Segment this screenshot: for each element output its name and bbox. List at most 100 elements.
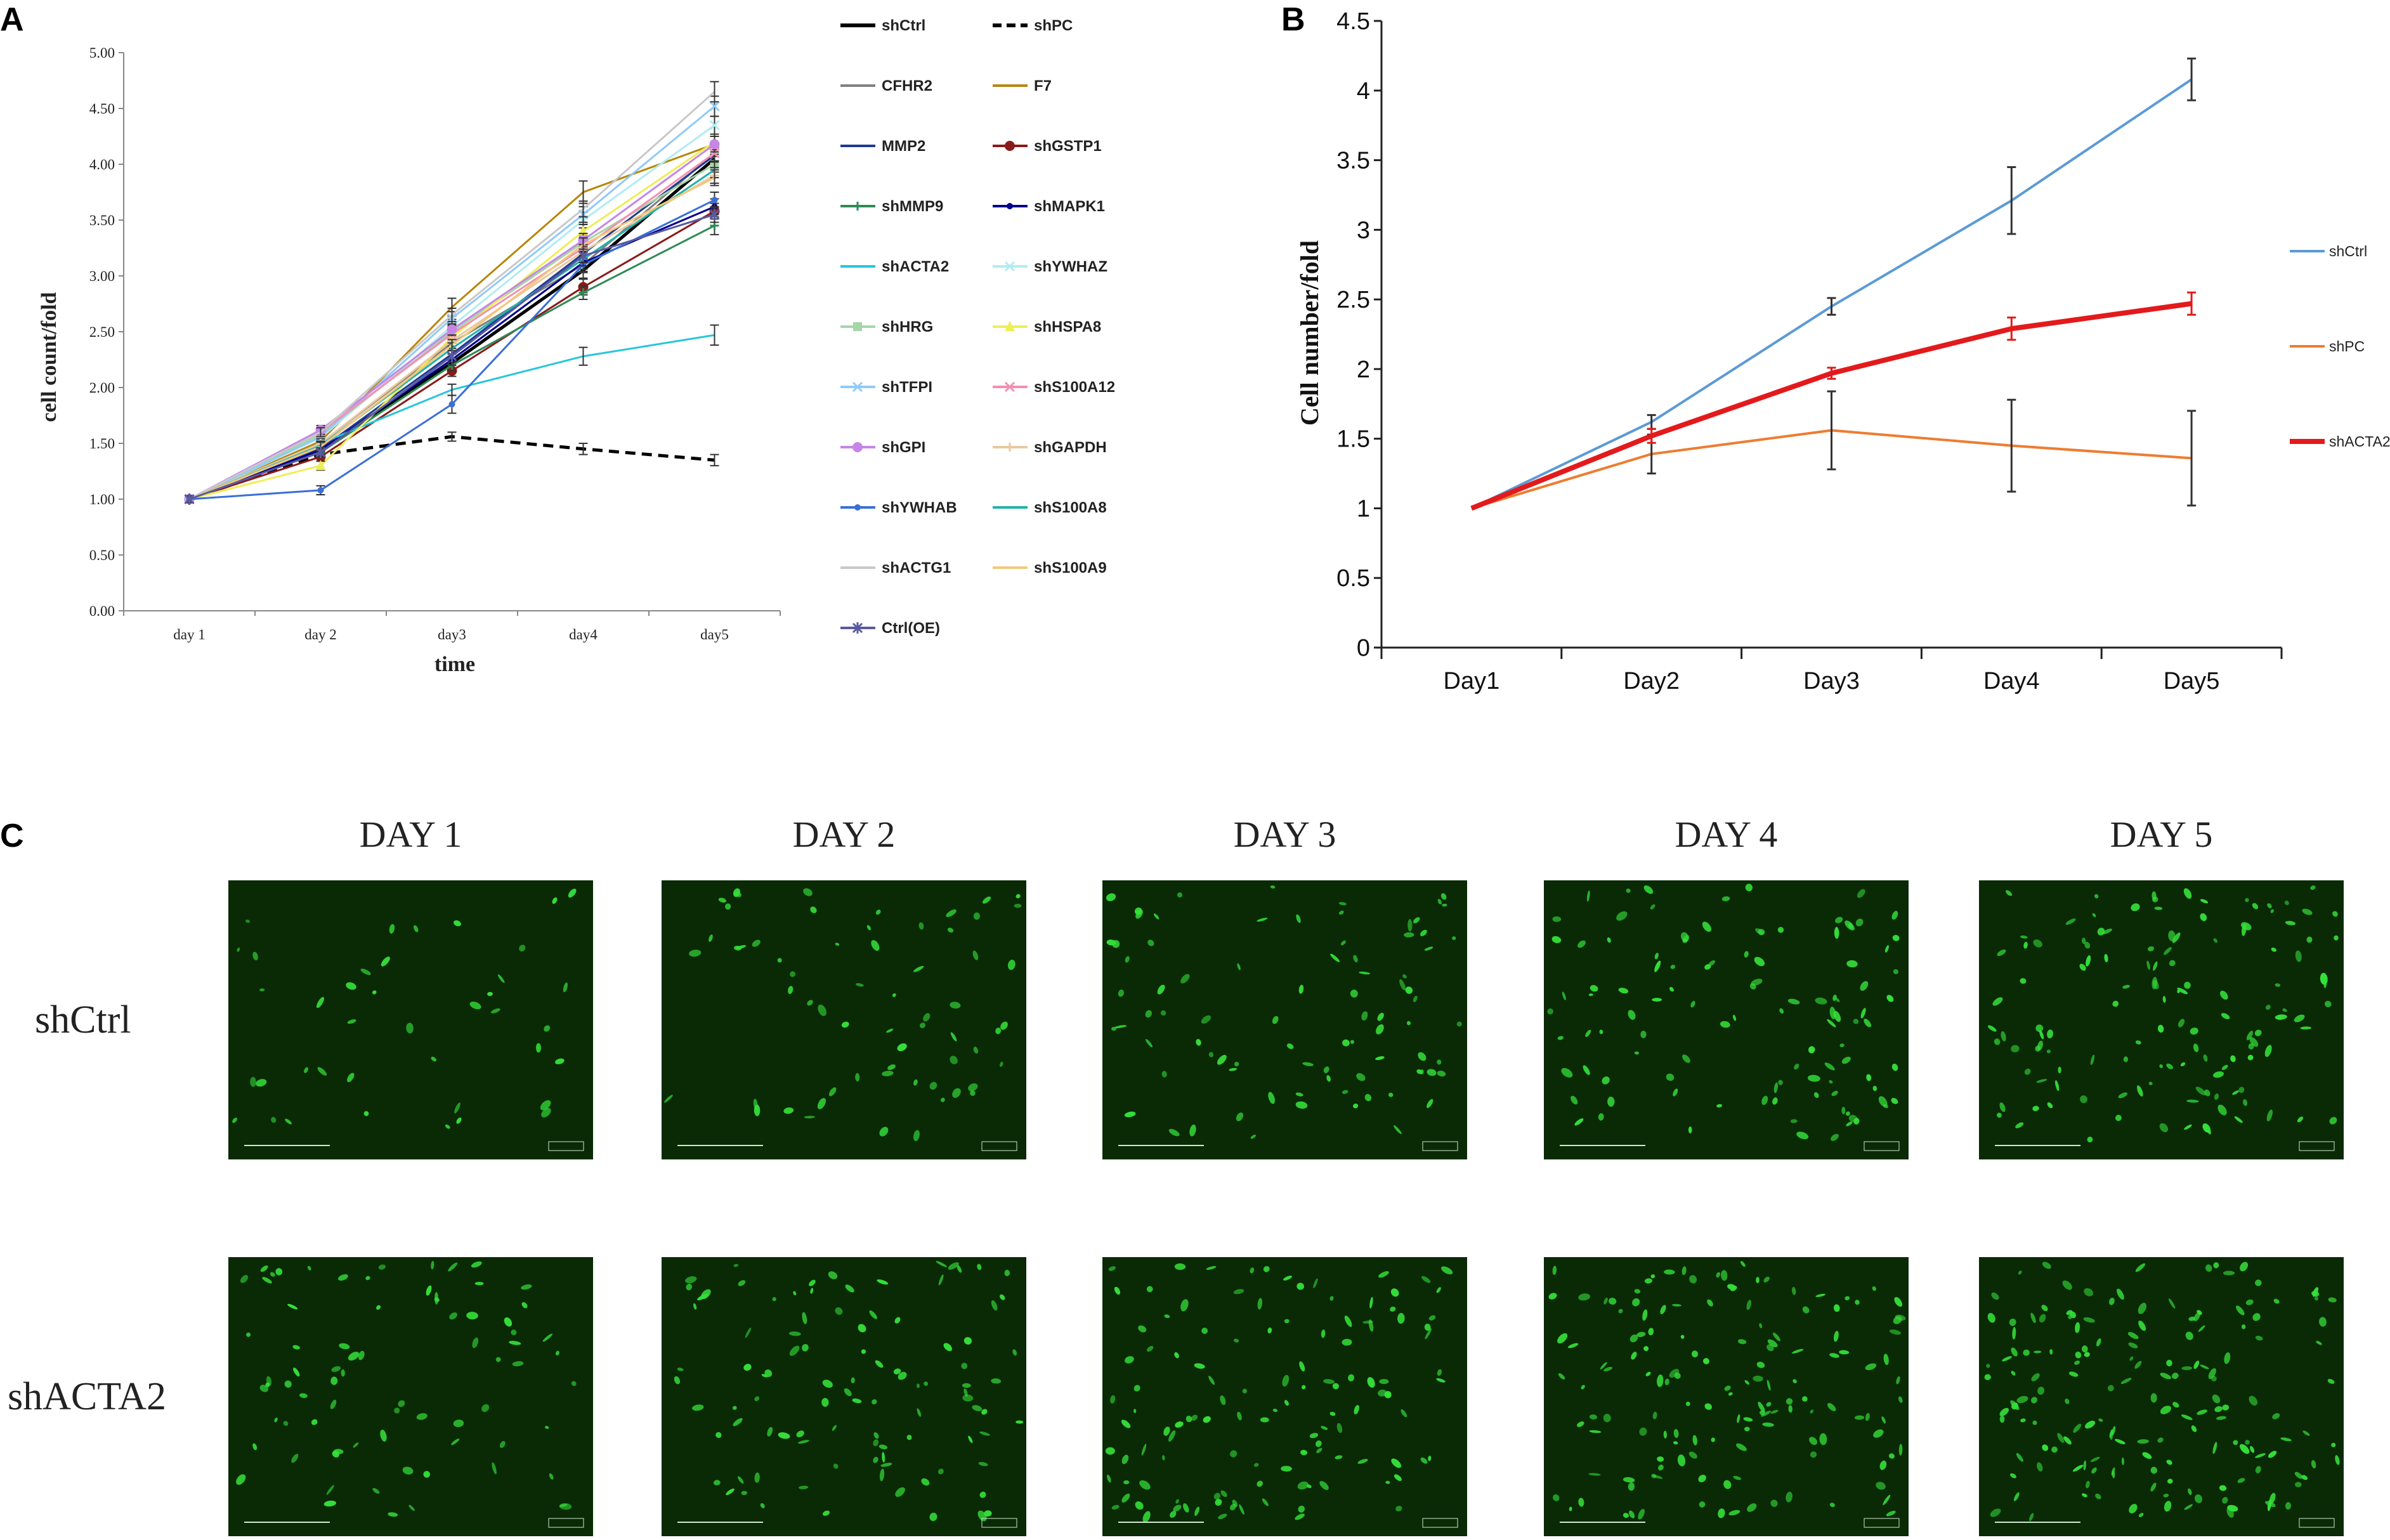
chart-b-ytick-label: 4 bbox=[1357, 78, 1370, 105]
chart-a-legend-label: shACTA2 bbox=[882, 258, 949, 275]
fluorescent-cell bbox=[1262, 1498, 1269, 1506]
fluorescent-cell bbox=[535, 1043, 542, 1053]
fluorescent-cell bbox=[1839, 1350, 1850, 1355]
fluorescent-cell bbox=[372, 1487, 380, 1494]
fluorescent-cell bbox=[2335, 1455, 2340, 1465]
fluorescent-cell bbox=[287, 1303, 298, 1310]
fluorescent-cell bbox=[674, 1376, 681, 1385]
chart-a-legend-label: shS100A8 bbox=[1034, 499, 1107, 516]
chart-a-legend-marker bbox=[852, 442, 863, 452]
fluorescent-cell bbox=[1201, 1328, 1208, 1334]
fluorescent-cell bbox=[2030, 1312, 2036, 1323]
fluorescent-cell bbox=[1121, 1454, 1129, 1465]
fluorescent-cell bbox=[1628, 1010, 1636, 1020]
fluorescent-cell bbox=[1367, 1377, 1375, 1388]
fluorescent-cell bbox=[2163, 947, 2172, 955]
fluorescent-cell bbox=[237, 947, 240, 952]
fluorescent-cell bbox=[2013, 1492, 2020, 1501]
fluorescent-cell bbox=[2057, 1433, 2065, 1443]
fluorescent-cell bbox=[1163, 1426, 1170, 1436]
fluorescent-cell bbox=[2181, 1414, 2193, 1420]
fluorescent-cell bbox=[2129, 1356, 2134, 1361]
fluorescent-cell bbox=[2016, 1452, 2023, 1462]
fluorescent-cell bbox=[833, 1463, 839, 1469]
fluorescent-cell bbox=[1815, 997, 1827, 1005]
fluorescent-cell bbox=[1177, 892, 1183, 898]
chart-b-xtick-label: Day2 bbox=[1623, 668, 1680, 695]
fluorescent-cell bbox=[2183, 888, 2192, 899]
fluorescent-cell bbox=[1162, 1455, 1165, 1461]
fluorescent-cell bbox=[738, 1280, 746, 1286]
chart-b-ytick-label: 3.5 bbox=[1336, 148, 1370, 174]
fluorescent-cell bbox=[1790, 1119, 1798, 1123]
fluorescent-cell bbox=[1340, 940, 1346, 946]
fluorescent-cell bbox=[549, 1473, 554, 1480]
fluorescent-cell bbox=[1654, 953, 1659, 960]
fluorescent-cell bbox=[726, 1488, 735, 1496]
fluorescent-cell bbox=[1772, 1097, 1778, 1105]
fluorescent-cell bbox=[882, 1071, 894, 1076]
fluorescent-cell bbox=[2306, 936, 2313, 943]
chart-a-xtick-label: day4 bbox=[569, 627, 598, 643]
fluorescent-cell bbox=[1170, 1511, 1177, 1518]
fluorescent-cell bbox=[2129, 1504, 2138, 1514]
fluorescent-cell bbox=[1704, 964, 1711, 970]
chart-a-errorbar bbox=[710, 454, 719, 467]
fluorescent-cell bbox=[2084, 941, 2091, 949]
fluorescent-cell bbox=[1356, 1073, 1366, 1081]
fluorescent-cell bbox=[962, 1383, 971, 1388]
fluorescent-cell bbox=[1732, 1014, 1737, 1021]
fluorescent-cell bbox=[2267, 903, 2272, 909]
fluorescent-cell bbox=[1855, 918, 1864, 927]
fluorescent-cell bbox=[1377, 1012, 1384, 1021]
fluorescent-cell bbox=[402, 1466, 414, 1475]
fluorescent-cell bbox=[1758, 929, 1765, 936]
fluorescent-cell bbox=[1854, 1415, 1865, 1420]
fluorescent-cell bbox=[875, 910, 881, 915]
fluorescent-cell bbox=[471, 1261, 482, 1268]
panel-c-day-label: DAY 5 bbox=[2110, 814, 2213, 855]
fluorescent-cell bbox=[1599, 1029, 1603, 1034]
fluorescent-cell bbox=[1639, 1427, 1647, 1436]
fluorescent-cell bbox=[1702, 1358, 1709, 1364]
fluorescent-cell bbox=[851, 1377, 855, 1383]
fluorescent-cell bbox=[872, 1399, 877, 1405]
fluorescent-cell bbox=[1111, 1504, 1120, 1510]
fluorescent-cell bbox=[1436, 1287, 1441, 1293]
fluorescent-cell bbox=[2047, 1029, 2053, 1039]
fluorescent-cell bbox=[1829, 1080, 1833, 1084]
fluorescent-cell bbox=[2058, 1066, 2061, 1074]
fluorescent-cell bbox=[920, 1022, 925, 1029]
fluorescent-cell bbox=[1809, 1437, 1818, 1445]
fluorescent-cell bbox=[2223, 1270, 2235, 1276]
fluorescent-cell bbox=[521, 1302, 528, 1308]
fluorescent-cell bbox=[767, 1426, 773, 1437]
fluorescent-cell bbox=[1680, 932, 1689, 943]
fluorescent-cell bbox=[1394, 1125, 1402, 1135]
fluorescent-cell bbox=[274, 1417, 278, 1423]
chart-a-point bbox=[709, 209, 720, 221]
fluorescent-cell bbox=[330, 1399, 337, 1409]
fluorescent-cell bbox=[2234, 1116, 2243, 1123]
fluorescent-cell bbox=[1295, 1513, 1305, 1520]
fluorescent-cell bbox=[1802, 1306, 1810, 1314]
fluorescent-cell bbox=[2090, 1054, 2095, 1066]
fluorescent-cell bbox=[1194, 1506, 1200, 1517]
fluorescent-cell bbox=[970, 1090, 976, 1096]
fluorescent-cell bbox=[1000, 1021, 1008, 1030]
fluorescent-cell bbox=[1650, 904, 1655, 910]
magnification-box bbox=[1864, 1518, 1900, 1528]
fluorescent-cell bbox=[2084, 1352, 2090, 1357]
fluorescent-cell bbox=[1379, 1379, 1389, 1385]
fluorescent-cell bbox=[1607, 1096, 1615, 1107]
chart-b-errorbar bbox=[2007, 316, 2016, 341]
fluorescent-cell bbox=[2153, 961, 2158, 971]
fluorescent-cell bbox=[1263, 1266, 1270, 1272]
fluorescent-cell bbox=[1425, 1328, 1432, 1340]
fluorescent-cell bbox=[929, 1512, 937, 1522]
chart-a-legend-marker bbox=[854, 504, 861, 511]
fluorescent-cell bbox=[1399, 979, 1406, 991]
fluorescent-cell bbox=[877, 1279, 889, 1285]
fluorescent-cell bbox=[1893, 969, 1899, 974]
